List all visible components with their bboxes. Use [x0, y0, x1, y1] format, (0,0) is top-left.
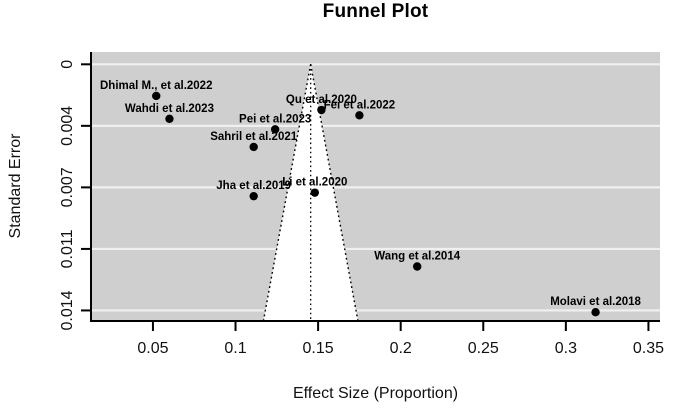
- data-point-label: Sahril et al.2021: [210, 131, 298, 143]
- data-point: [355, 111, 364, 120]
- y-tick-label: 0.014: [59, 290, 76, 330]
- data-point-label: Wang et al.2014: [374, 250, 460, 262]
- data-point: [591, 308, 600, 317]
- y-tick-label: 0.004: [59, 106, 76, 146]
- y-axis-title: Standard Error: [7, 133, 24, 239]
- data-point: [310, 188, 320, 197]
- x-tick-label: 0.1: [224, 340, 246, 357]
- data-point: [249, 191, 258, 201]
- data-point: [413, 262, 422, 271]
- x-tick-label: 0.05: [137, 340, 168, 357]
- x-tick-label: 0.15: [303, 340, 334, 357]
- data-point-label: Li et al.2020: [282, 177, 347, 189]
- data-point-label: Wahdi et al.2023: [125, 103, 214, 115]
- data-point-label: Molavi et al.2018: [550, 296, 641, 308]
- data-point-label: Qu et al.2020: [286, 94, 357, 106]
- data-point-label: Pei et al.2023: [239, 113, 311, 125]
- data-point-label: Jha et al.2019: [216, 180, 291, 192]
- data-point: [152, 91, 161, 101]
- chart-title: Funnel Plot: [322, 1, 429, 22]
- data-point: [249, 142, 258, 152]
- data-point-label: Fei et al.2022: [324, 99, 396, 111]
- x-tick-label: 0.35: [633, 340, 664, 357]
- y-tick-label: 0: [59, 60, 76, 69]
- x-axis-title: Effect Size (Proportion): [292, 385, 459, 402]
- x-tick-label: 0.2: [390, 340, 412, 357]
- data-point: [270, 125, 280, 134]
- y-tick-label: 0.007: [59, 167, 76, 207]
- x-tick-label: 0.25: [468, 340, 499, 357]
- data-point: [165, 114, 174, 124]
- data-point-label: Dhimal M., et al.2022: [100, 80, 213, 92]
- data-point: [317, 105, 326, 115]
- x-tick-label: 0.3: [555, 340, 577, 357]
- y-tick-label: 0.011: [59, 229, 76, 268]
- funnel-left-edge-line: [262, 64, 312, 322]
